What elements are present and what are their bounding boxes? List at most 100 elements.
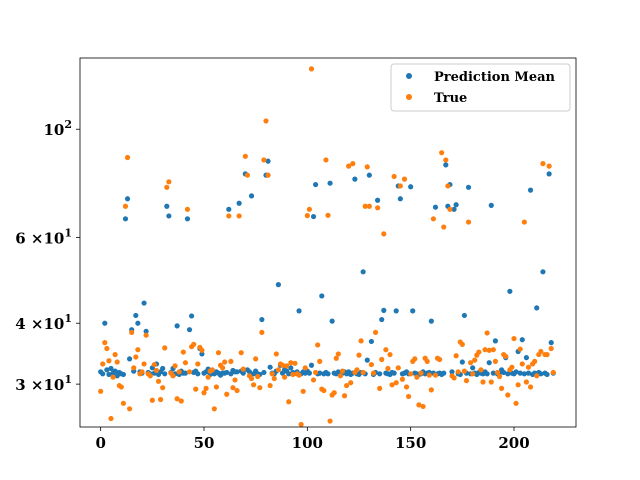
data-point [100,361,106,367]
data-point [282,374,288,380]
data-point [267,382,273,389]
data-point [184,216,191,222]
data-point [468,360,474,366]
data-point [412,356,418,362]
data-point [445,183,451,189]
data-point [463,378,470,384]
data-point [325,212,331,218]
y-axis: 3 ×101 4 ×101 6 ×101 102 [15,118,80,394]
data-point [248,375,255,382]
data-point [339,368,346,374]
points-layer [98,66,556,428]
data-point [259,316,265,323]
legend: Prediction Mean True [390,63,571,112]
data-point [333,355,339,361]
data-point [399,376,405,382]
data-point [346,163,352,169]
data-point [331,390,337,396]
data-point [453,202,459,208]
data-point [519,337,525,343]
data-point [98,388,104,394]
data-point [397,183,403,189]
data-point [527,384,534,390]
data-point [379,356,385,363]
data-point [370,370,377,376]
data-point [499,385,505,391]
data-point [482,347,488,353]
data-point [127,356,133,362]
data-point [403,384,410,390]
data-point [238,350,244,356]
data-point [387,351,393,358]
data-point [234,387,240,394]
data-point [112,368,118,374]
data-point [155,378,162,384]
data-point [209,367,215,373]
data-point [236,213,242,219]
data-point [263,118,269,124]
data-point [308,66,315,72]
data-point [306,370,312,376]
data-point [189,313,195,319]
data-point [108,365,114,372]
data-point [375,205,381,211]
data-point [416,402,422,408]
data-point [288,360,294,366]
data-point [490,370,496,376]
data-point [170,373,176,379]
data-point [505,392,511,398]
data-point [306,206,312,212]
data-point [519,361,525,367]
legend-label-true: True [434,91,467,106]
legend-label-prediction-mean: Prediction Mean [434,70,556,85]
data-point [546,163,552,169]
data-point [424,358,430,364]
data-point [534,305,540,311]
data-point [534,373,540,379]
data-point [372,329,379,336]
data-point [478,367,484,373]
data-point [114,359,120,365]
x-tick-label: 50 [194,434,215,452]
data-point [292,360,298,366]
data-point [486,347,492,353]
data-point [248,193,255,199]
data-point [538,371,544,377]
data-point [106,358,112,364]
data-point [257,385,263,391]
data-point [269,371,275,377]
data-point [488,202,494,208]
data-point [486,360,492,366]
data-point [358,338,364,344]
data-point [550,369,556,376]
data-point [428,318,434,324]
data-point [222,359,228,365]
data-point [432,204,439,210]
data-point [414,374,420,380]
data-point [193,386,199,392]
data-point [122,216,129,222]
data-point [174,396,180,402]
data-point [527,187,534,193]
data-point [480,379,486,385]
data-point [108,415,114,422]
data-point [360,369,366,376]
data-point [465,219,472,225]
data-point [513,400,519,406]
data-point [182,370,188,376]
data-point [160,385,166,391]
data-point [401,176,408,182]
data-point [494,369,501,376]
data-point [226,213,232,219]
data-point [195,371,201,377]
data-point [261,157,267,163]
data-point [288,365,294,371]
data-point [507,288,513,294]
data-point [439,150,445,156]
data-point [327,418,333,424]
data-point [184,206,191,212]
data-point [265,172,271,178]
data-point [253,356,259,362]
data-point [356,352,362,358]
data-point [408,184,414,190]
